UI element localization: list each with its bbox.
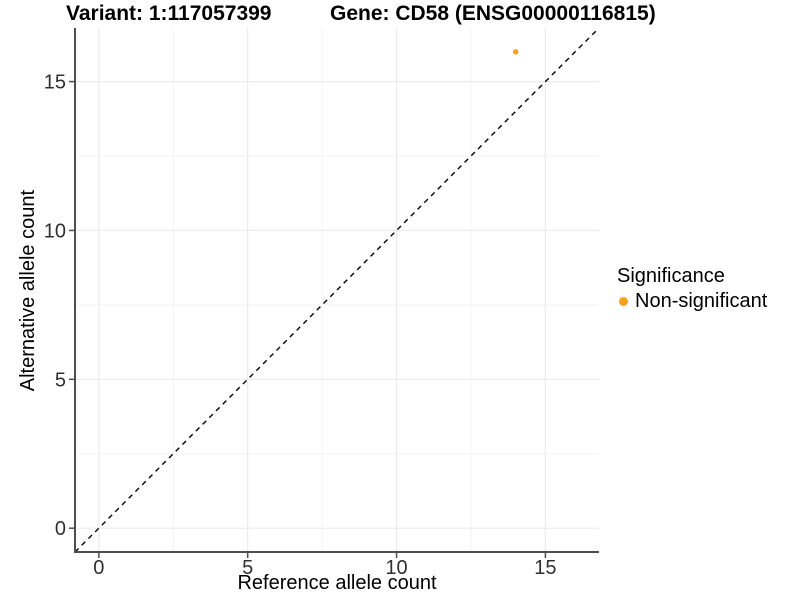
identity-dashed-line xyxy=(74,27,600,553)
x-tick-label: 5 xyxy=(242,557,253,579)
legend-key-dot-icon xyxy=(619,296,628,306)
y-tick-label: 15 xyxy=(44,72,66,94)
x-tick-label: 15 xyxy=(534,557,556,579)
y-tick-label: 5 xyxy=(55,369,66,391)
gene-title: Gene: CD58 (ENSG00000116815) xyxy=(330,2,656,25)
y-axis-title: Alternative allele count xyxy=(17,190,39,392)
legend-entry-label: Non-significant xyxy=(635,289,768,312)
data-point xyxy=(512,49,519,55)
legend-entries: Non-significant xyxy=(617,289,767,313)
variant-title: Variant: 1:117057399 xyxy=(66,2,272,25)
legend-title: Significance xyxy=(617,265,725,287)
y-tick-label: 10 xyxy=(44,220,66,242)
significance-legend: Significance Non-significant xyxy=(617,265,767,313)
x-tick-label: 0 xyxy=(93,557,104,579)
y-tick-label: 0 xyxy=(55,518,66,540)
x-tick-label: 10 xyxy=(385,557,407,579)
x-axis-title: Reference allele count xyxy=(237,572,437,594)
legend-entry: Non-significant xyxy=(617,289,767,313)
